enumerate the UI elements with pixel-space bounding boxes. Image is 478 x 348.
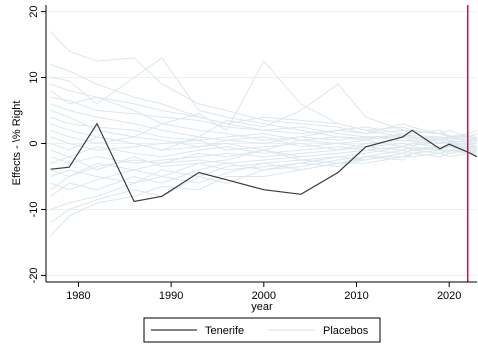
placebo-line: [50, 136, 478, 151]
tenerife-line: [50, 122, 478, 203]
y-tick-label: -10: [28, 201, 40, 217]
y-tick-label: 0: [28, 140, 40, 146]
placebo-line: [50, 83, 478, 138]
legend-label-tenerife: Tenerife: [205, 325, 244, 337]
y-tick-label: 10: [28, 71, 40, 83]
treated-series: [50, 122, 478, 203]
y-ticks: -20 -10 0 10 20: [28, 5, 46, 283]
y-tick-label: 20: [28, 5, 40, 17]
placebo-line: [50, 96, 478, 141]
x-tick-label: 1980: [66, 290, 90, 302]
placebo-line: [50, 144, 478, 191]
placebo-line: [50, 63, 478, 143]
y-tick-label: -20: [28, 267, 40, 283]
x-tick-label: 2010: [344, 290, 368, 302]
placebo-line: [50, 149, 478, 197]
x-ticks: 1980 1990 2000 2010 2020: [66, 282, 461, 302]
placebo-line: [50, 149, 478, 237]
y-axis-label: Effects - \% Right: [11, 101, 23, 186]
x-tick-label: 2000: [252, 290, 276, 302]
x-tick-label: 2020: [437, 290, 461, 302]
x-axis-label: year: [251, 301, 273, 313]
legend: Tenerife Placebos: [143, 317, 381, 343]
placebo-line: [50, 129, 478, 148]
placebo-lines: [50, 31, 478, 237]
x-tick-label: 1990: [159, 290, 183, 302]
legend-label-placebos: Placebos: [323, 325, 369, 337]
placebo-line: [50, 149, 478, 224]
